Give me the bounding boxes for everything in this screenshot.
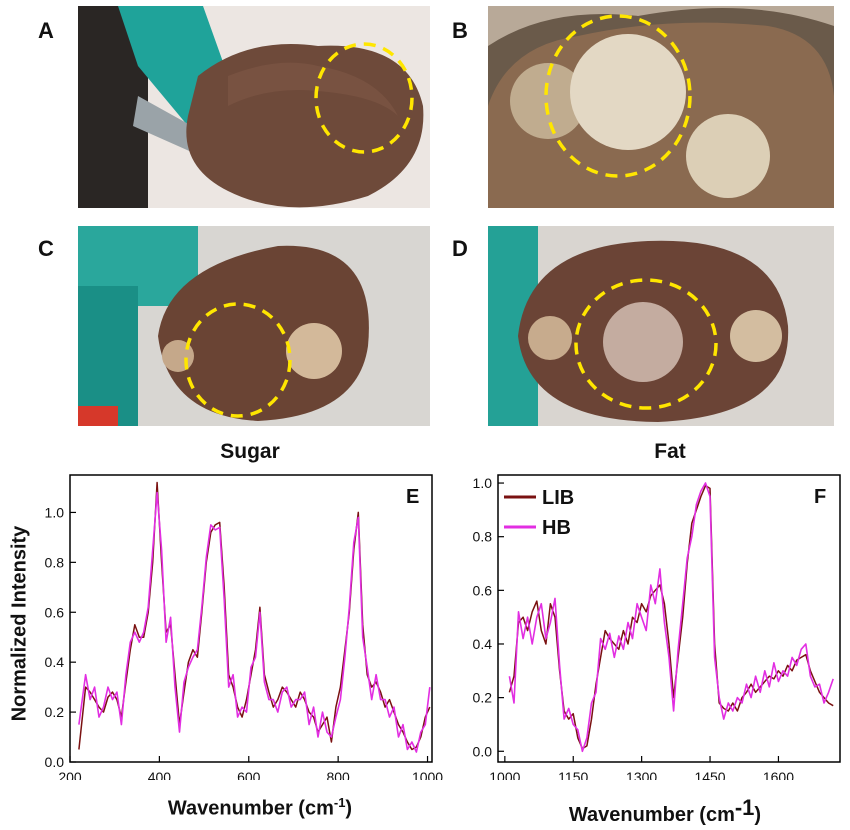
highlight-circle-b: [544, 14, 692, 178]
x-tick-label-e: 400: [148, 769, 172, 780]
panel-label-f: F: [814, 486, 826, 508]
panel-label-d: D: [452, 236, 468, 261]
highlight-circle-c: [184, 302, 292, 418]
title-sugar: Sugar: [220, 440, 280, 463]
y-tick-label-e: 0.8: [45, 554, 65, 570]
x-tick-label-e: 800: [326, 769, 350, 780]
plot-frame-e: [69, 474, 433, 763]
y-tick-label-f: 0.0: [473, 743, 493, 759]
y-tick-label-e: 1.0: [45, 504, 65, 520]
x-axis-label-e-close: ): [345, 797, 353, 820]
x-axis-label-e: Wavenumber (cm-1): [130, 795, 390, 821]
y-tick-label-f: 0.6: [473, 582, 493, 598]
title-fat: Fat: [654, 440, 686, 463]
x-tick-label-e: 1000: [412, 769, 443, 780]
x-tick-label-f: 1000: [489, 769, 520, 780]
x-tick-label-f: 1450: [694, 769, 725, 780]
legend-label-hb: HB: [542, 517, 571, 539]
y-tick-label-f: 1.0: [473, 475, 493, 491]
panel-label-b: B: [452, 18, 468, 43]
plot-frame-f: [497, 474, 841, 763]
y-tick-label-e: 0.2: [45, 704, 65, 720]
y-tick-label-e: 0.4: [45, 654, 65, 670]
x-axis-label-e-sup: -1: [333, 795, 346, 810]
x-tick-label-e: 600: [237, 769, 261, 780]
photo-a: [78, 6, 430, 208]
y-tick-label-f: 0.2: [473, 690, 493, 706]
x-axis-label-f-main: Wavenumber (cm: [568, 804, 735, 826]
highlight-circle-a: [314, 42, 414, 154]
y-tick-label-f: 0.8: [473, 529, 493, 545]
series-line-hb-f: [508, 482, 834, 753]
x-axis-label-f-sup: -1: [734, 795, 755, 820]
y-tick-label-e: 0.0: [45, 754, 65, 770]
x-tick-label-f: 1300: [626, 769, 657, 780]
panel-label-c: C: [38, 236, 54, 261]
x-tick-label-f: 1150: [558, 769, 588, 780]
chart-f: 1000 1150 1300 1450 1600 0.0 0.2 0.4 0.6 0.8 1.0 F L…: [455, 470, 850, 785]
panel-label-a: A: [38, 18, 54, 43]
x-axis-label-f: Wavenumber (cm-1): [540, 795, 790, 827]
y-tick-label-f: 0.4: [473, 636, 493, 652]
x-tick-label-e: 200: [58, 769, 82, 780]
series-line-lib-e: [78, 481, 431, 751]
series-line-hb-e: [78, 491, 431, 753]
photo-c: [78, 226, 430, 426]
legend-label-lib: LIB: [542, 487, 574, 509]
x-axis-label-e-main: Wavenumber (cm: [167, 797, 334, 820]
panel-label-e: E: [406, 486, 419, 508]
x-axis-label-f-close: ): [754, 804, 762, 826]
y-axis-label: Normalized Intensity: [8, 525, 31, 722]
y-tick-label-e: 0.6: [45, 604, 65, 620]
photo-b: [488, 6, 834, 208]
photo-d: [488, 226, 834, 426]
x-tick-label-f: 1600: [763, 769, 794, 780]
chart-e: 200 400 600 800 1000 0.0 0.2 0.4 0.6 0.8 1.0 E: [30, 470, 450, 785]
highlight-circle-d: [574, 278, 718, 410]
